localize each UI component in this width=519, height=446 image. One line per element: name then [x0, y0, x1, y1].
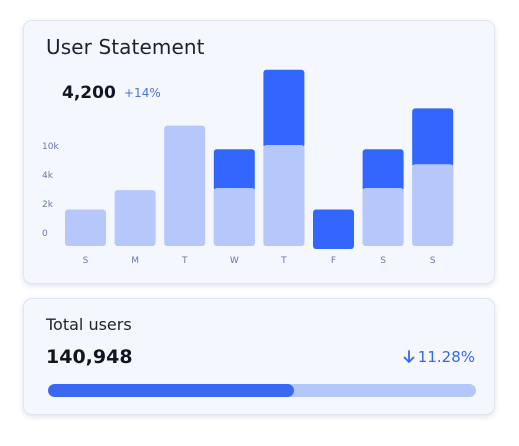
bar-segment-light — [412, 164, 454, 246]
bar-segment-dark — [313, 209, 354, 249]
x-tick-label: T — [181, 256, 188, 266]
statement-value: 4,200 — [62, 83, 116, 103]
x-tick-label: T — [280, 256, 287, 266]
x-tick-label: M — [131, 256, 139, 266]
total-users-card: Total users 140,948 11.28% — [23, 298, 495, 415]
bar-segment-dark — [213, 149, 255, 191]
total-users-value: 140,948 — [46, 346, 133, 368]
total-users-change-text: 11.28% — [417, 348, 475, 366]
card-title: User Statement — [46, 35, 205, 59]
x-tick-label: S — [83, 256, 89, 266]
bar-segment-light — [263, 144, 305, 246]
x-tick-label: W — [230, 256, 239, 266]
bar-segment-light — [164, 125, 206, 246]
total-users-change: 11.28% — [403, 348, 475, 366]
bar-segment-dark — [263, 69, 305, 148]
total-users-progress-fill — [48, 384, 295, 397]
x-tick-label: F — [331, 256, 336, 266]
x-tick-label: S — [430, 256, 436, 266]
bar-segment-light — [114, 190, 156, 246]
user-statement-card: User Statement 4,200 +14% 0 2k 4k 10k S M T W T F… — [23, 20, 495, 284]
y-tick-label: 4k — [42, 171, 54, 181]
total-users-label: Total users — [46, 315, 132, 334]
x-tick-label: S — [380, 256, 386, 266]
statement-change-badge: +14% — [124, 86, 161, 100]
y-tick-label: 0 — [42, 229, 48, 239]
bar-segment-dark — [412, 108, 454, 168]
total-users-progress-track — [48, 384, 476, 397]
arrow-down-icon — [403, 350, 415, 363]
y-tick-label: 2k — [42, 200, 54, 210]
user-statement-bar-chart: 0 2k 4k 10k S M T W T F S S — [42, 69, 454, 266]
bar-segment-light — [65, 209, 106, 246]
bar-segment-light — [362, 187, 404, 246]
bar-segment-light — [213, 187, 255, 246]
y-tick-label: 10k — [42, 142, 59, 152]
bar-segment-dark — [362, 149, 404, 191]
